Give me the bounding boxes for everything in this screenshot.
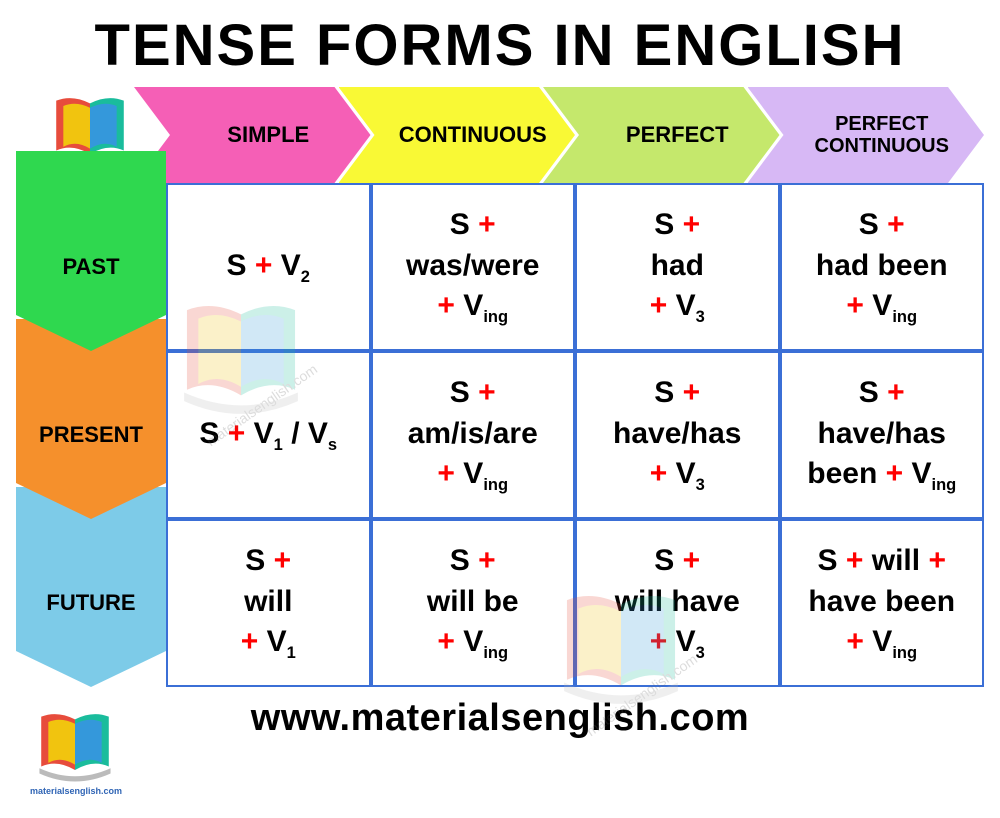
table-cell: S +will have+ V3 [575, 519, 780, 687]
logo-bottom-wrap: materialsenglish.com [30, 706, 122, 796]
col-header-perfect: PERFECT [543, 87, 780, 183]
col-header-continuous: CONTINUOUS [339, 87, 576, 183]
tense-grid: materialsenglish.com SIMPLE CONTINUOUS P… [16, 87, 984, 687]
table-cell: S +will be+ Ving [371, 519, 576, 687]
table-cell: S + V1 / Vs [166, 351, 371, 519]
table-cell: S + V2 [166, 183, 371, 351]
infographic-container: TENSE FORMS IN ENGLISH materialsenglish.… [0, 0, 1000, 748]
page-title: TENSE FORMS IN ENGLISH [16, 12, 984, 79]
table-cell: S +was/were+ Ving [371, 183, 576, 351]
table-cell: S +am/is/are+ Ving [371, 351, 576, 519]
logo-text: materialsenglish.com [30, 786, 122, 796]
book-logo-icon [30, 706, 120, 786]
table-cell: S + will +have been+ Ving [780, 519, 985, 687]
table-cell: S +have/has+ V3 [575, 351, 780, 519]
table-cell: S +had+ V3 [575, 183, 780, 351]
col-header-perfect-continuous: PERFECTCONTINUOUS [748, 87, 985, 183]
col-header-simple: SIMPLE [134, 87, 371, 183]
table-cell: S +will+ V1 [166, 519, 371, 687]
footer-url: www.materialsenglish.com [16, 697, 984, 740]
table-cell: S +have/hasbeen + Ving [780, 351, 985, 519]
row-header-past: PAST [16, 151, 166, 351]
table-cell: S +had been+ Ving [780, 183, 985, 351]
